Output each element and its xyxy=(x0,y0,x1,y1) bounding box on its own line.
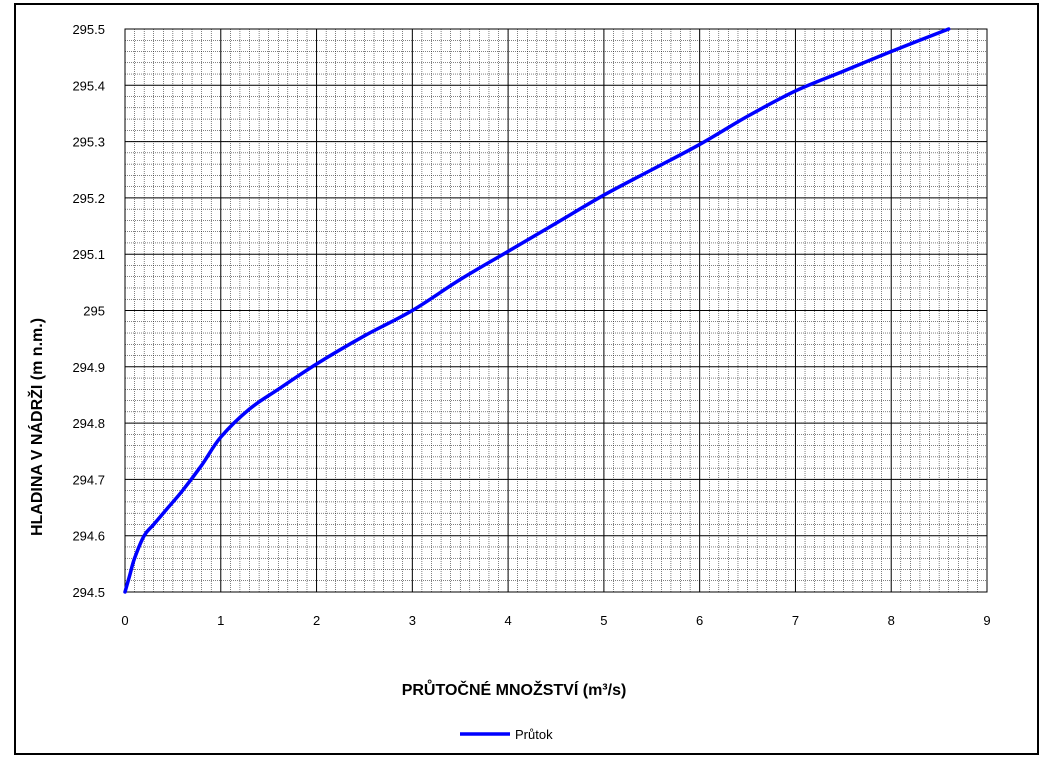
x-tick-label: 8 xyxy=(888,613,895,628)
y-tick-label: 294.5 xyxy=(72,585,105,600)
y-tick-labels: 294.5 294.6 294.7 294.8 294.9 295 295.1 295.2 29… xyxy=(72,22,105,600)
y-tick-label: 295.2 xyxy=(72,191,105,206)
y-tick-label: 295.5 xyxy=(72,22,105,37)
x-tick-label: 9 xyxy=(983,613,990,628)
legend-label-prutok: Průtok xyxy=(515,727,553,742)
x-tick-label: 7 xyxy=(792,613,799,628)
y-tick-label: 295.4 xyxy=(72,78,105,93)
plot-frame xyxy=(124,28,988,593)
chart-area xyxy=(14,3,1039,755)
series-line-prutok xyxy=(123,27,951,594)
x-tick-labels: 0 1 2 3 4 5 6 7 8 9 xyxy=(121,613,990,628)
x-tick-label: 0 xyxy=(121,613,128,628)
x-tick-label: 2 xyxy=(313,613,320,628)
legend: Průtok xyxy=(460,727,553,742)
x-tick-label: 6 xyxy=(696,613,703,628)
y-tick-label: 294.8 xyxy=(72,416,105,431)
y-tick-label: 295.3 xyxy=(72,135,105,150)
y-tick-label: 294.6 xyxy=(72,529,105,544)
x-tick-label: 4 xyxy=(504,613,511,628)
y-tick-label: 294.9 xyxy=(72,360,105,375)
x-tick-label: 1 xyxy=(217,613,224,628)
y-tick-label: 294.7 xyxy=(72,472,105,487)
x-tick-label: 3 xyxy=(409,613,416,628)
y-tick-label: 295.1 xyxy=(72,247,105,262)
y-axis-title: HLADINA V NÁDRŽI (m n.m.) xyxy=(27,318,46,536)
series-layer xyxy=(123,27,951,594)
major-grid xyxy=(125,29,987,592)
x-tick-label: 5 xyxy=(600,613,607,628)
y-tick-label: 295 xyxy=(83,304,105,319)
x-axis-title: PRŮTOČNÉ MNOŽSTVÍ (m³/s) xyxy=(402,679,627,699)
